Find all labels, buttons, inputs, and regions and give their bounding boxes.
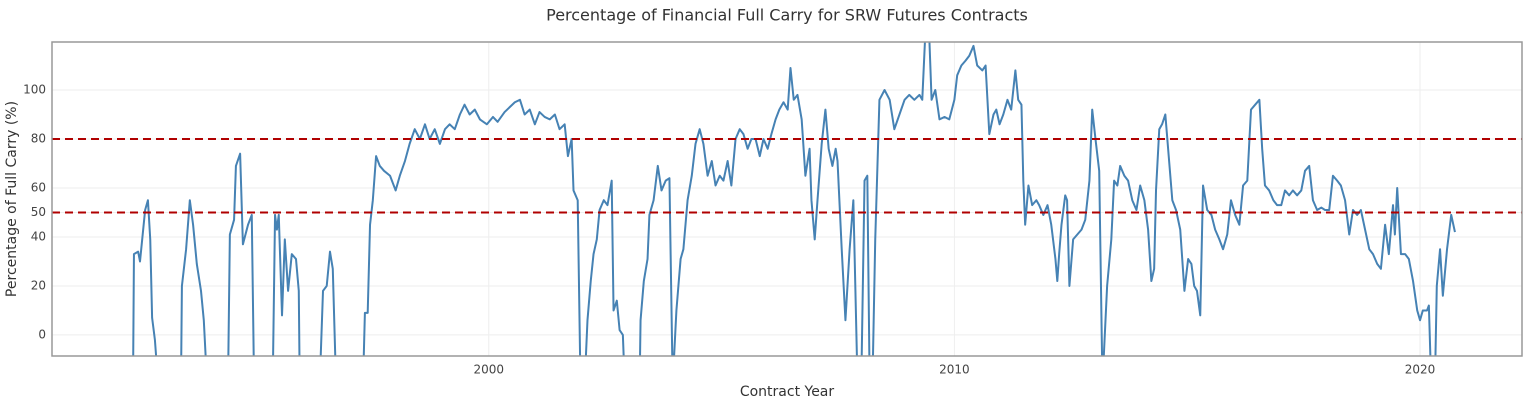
plot-area	[52, 42, 1522, 356]
y-tick-label: 0	[38, 327, 46, 341]
y-tick-label: 100	[23, 83, 46, 97]
y-tick-label: 80	[31, 131, 46, 145]
data-line	[132, 42, 1456, 356]
y-axis-title: Percentage of Full Carry (%)	[4, 101, 20, 297]
chart-title: Percentage of Financial Full Carry for S…	[546, 6, 1028, 25]
y-tick-label: 20	[31, 278, 46, 292]
y-tick-label: 50	[31, 205, 46, 219]
x-axis-title: Contract Year	[740, 384, 835, 400]
y-tick-label: 60	[31, 180, 46, 194]
x-tick-label: 2010	[939, 363, 970, 377]
plot-border	[51, 41, 1523, 357]
x-tick-label: 2020	[1405, 363, 1436, 377]
x-tick-label: 2000	[473, 363, 504, 377]
y-tick-label: 40	[31, 229, 46, 243]
